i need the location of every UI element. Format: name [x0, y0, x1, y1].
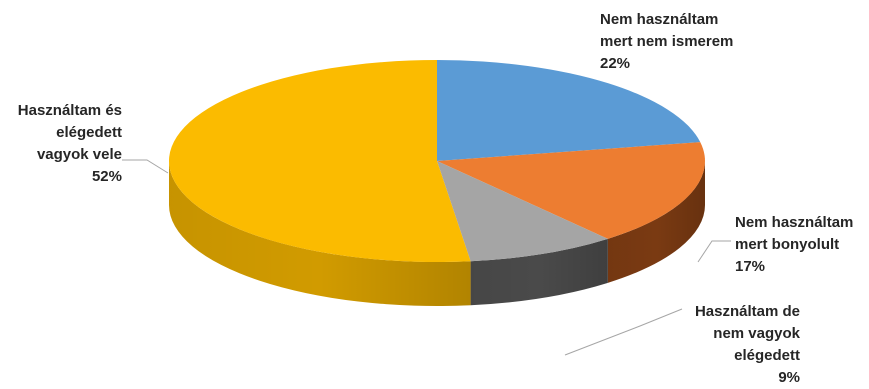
- slice-percent-2: 9%: [778, 369, 800, 386]
- slice-label-line-1-0: Nem használtam: [735, 214, 853, 231]
- slice-top-1: [437, 142, 705, 239]
- leader-lines: [122, 159, 731, 356]
- slice-label-2: Használtam de nem vagyok elégedett 9%: [695, 303, 801, 386]
- pie-tops: [168, 60, 705, 262]
- slice-label-1: Nem használtam mert bonyolult 17%: [735, 214, 853, 275]
- slice-percent-3: 52%: [92, 168, 122, 185]
- slice-label-line-2-2: elégedett: [734, 347, 800, 364]
- leader-line-1: [697, 240, 731, 263]
- slice-label-line-3-0: Használtam és: [18, 102, 122, 119]
- leader-line-3: [122, 159, 169, 174]
- slice-label-line-2-1: nem vagyok: [713, 325, 800, 342]
- slice-top-0: [437, 60, 701, 161]
- slice-percent-1: 17%: [735, 258, 765, 275]
- slice-label-3: Használtam és elégedett vagyok vele 52%: [18, 102, 122, 185]
- slice-label-line-1-1: mert bonyolult: [735, 236, 839, 253]
- slice-side-shade-3: [168, 161, 471, 307]
- slice-labels: Nem használtam mert nem ismerem 22%Nem has…: [18, 11, 854, 386]
- slice-label-line-0-0: Nem használtam: [600, 11, 718, 28]
- slice-percent-0: 22%: [600, 55, 630, 72]
- pie-sides: [168, 161, 705, 307]
- slice-label-0: Nem használtam mert nem ismerem 22%: [600, 11, 733, 72]
- slice-side-shade-1: [607, 161, 705, 283]
- slice-label-line-3-2: vagyok vele: [37, 146, 122, 163]
- slice-label-line-2-0: Használtam de: [695, 303, 800, 320]
- slice-top-3: [168, 60, 471, 262]
- slice-top-2: [437, 161, 608, 262]
- slice-label-line-0-1: mert nem ismerem: [600, 33, 733, 50]
- slice-side-shade-2: [470, 238, 608, 306]
- leader-line-2: [564, 308, 683, 356]
- slice-label-line-3-1: elégedett: [56, 124, 122, 141]
